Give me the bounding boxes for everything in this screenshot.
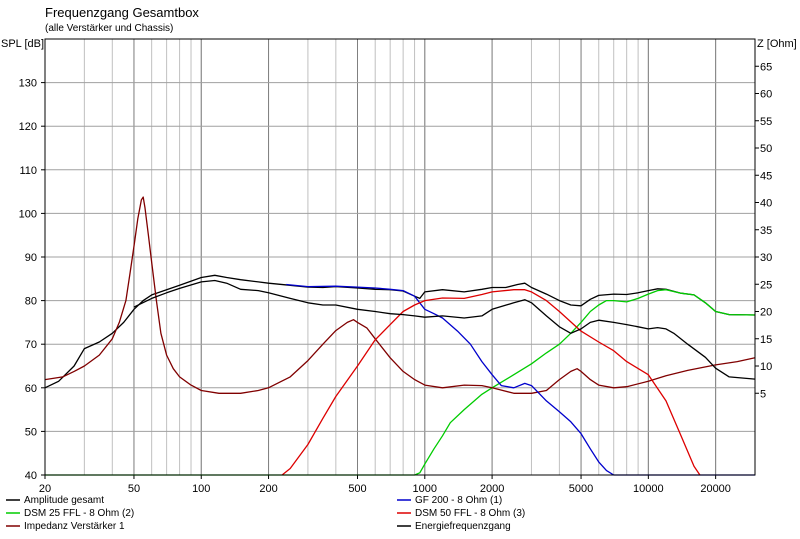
legend-label: Amplitude gesamt (24, 495, 104, 506)
y-left-tick-label: 60 (25, 383, 37, 395)
series-line-energiefrequenzgang (133, 279, 756, 380)
y-right-tick-label: 45 (760, 170, 772, 182)
data-series (44, 196, 756, 476)
legend: Amplitude gesamt DSM 25 FFL - 8 Ohm (2) Im… (6, 495, 525, 532)
y-right-tick-label: 30 (760, 252, 772, 264)
series-line-impedanz-verst-rker-1 (44, 196, 756, 394)
series-line-amplitude-gesamt (44, 274, 756, 389)
legend-label: DSM 50 FFL - 8 Ohm (3) (415, 508, 525, 519)
y-right-tick-label: 40 (760, 198, 772, 210)
x-tick-label: 100 (192, 483, 210, 495)
x-tick-label: 200 (259, 483, 277, 495)
y-left-tick-label: 40 (25, 470, 37, 482)
legend-label: Impedanz Verstärker 1 (24, 521, 125, 532)
y-right-tick-label: 25 (760, 279, 772, 291)
legend-label: Energiefrequenzgang (415, 521, 511, 532)
y-right-tick-label: 60 (760, 89, 772, 101)
x-tick-label: 20 (39, 483, 51, 495)
y-right-tick-label: 5 (760, 388, 766, 400)
chart-subtitle: (alle Verstärker und Chassis) (45, 23, 173, 34)
y-left-tick-label: 70 (25, 339, 37, 351)
y-axis-right-label: Z [Ohm] (757, 38, 797, 50)
y-left-tick-label: 90 (25, 252, 37, 264)
series-line-dsm-25-ffl-8-ohm-2 (45, 289, 756, 476)
plot-frame (44, 38, 756, 476)
y-axis-left-label: SPL [dB] (1, 38, 44, 50)
y-right-tick-label: 50 (760, 143, 772, 155)
legend-label: GF 200 - 8 Ohm (1) (415, 495, 502, 506)
y-right-tick-label: 65 (760, 61, 772, 73)
x-tick-label: 50 (128, 483, 140, 495)
y-left-tick-label: 120 (19, 121, 37, 133)
y-right-tick-label: 15 (760, 334, 772, 346)
y-left-tick-label: 100 (19, 208, 37, 220)
chart-title: Frequenzgang Gesamtbox (45, 5, 199, 20)
y-right-tick-label: 10 (760, 361, 772, 373)
legend-label: DSM 25 FFL - 8 Ohm (2) (24, 508, 134, 519)
series-line-gf-200-8-ohm-1 (286, 283, 755, 476)
y-left-tick-label: 80 (25, 296, 37, 308)
x-tick-label: 10000 (633, 483, 664, 495)
y-left-tick-label: 130 (19, 78, 37, 90)
tick-labels: 20 50 100 200 500 1000 2000 5000 10000 20000 40 50 6… (19, 61, 773, 495)
y-right-tick-label: 35 (760, 225, 772, 237)
x-tick-label: 20000 (700, 483, 731, 495)
y-left-tick-label: 50 (25, 426, 37, 438)
series-line-dsm-50-ffl-8-ohm-3 (281, 289, 701, 476)
grid (44, 39, 756, 476)
y-left-tick-label: 110 (19, 165, 37, 177)
y-right-tick-label: 20 (760, 307, 772, 319)
x-tick-label: 2000 (480, 483, 504, 495)
x-tick-label: 5000 (569, 483, 593, 495)
x-tick-label: 500 (348, 483, 366, 495)
y-right-tick-label: 55 (760, 116, 772, 128)
x-tick-label: 1000 (413, 483, 437, 495)
